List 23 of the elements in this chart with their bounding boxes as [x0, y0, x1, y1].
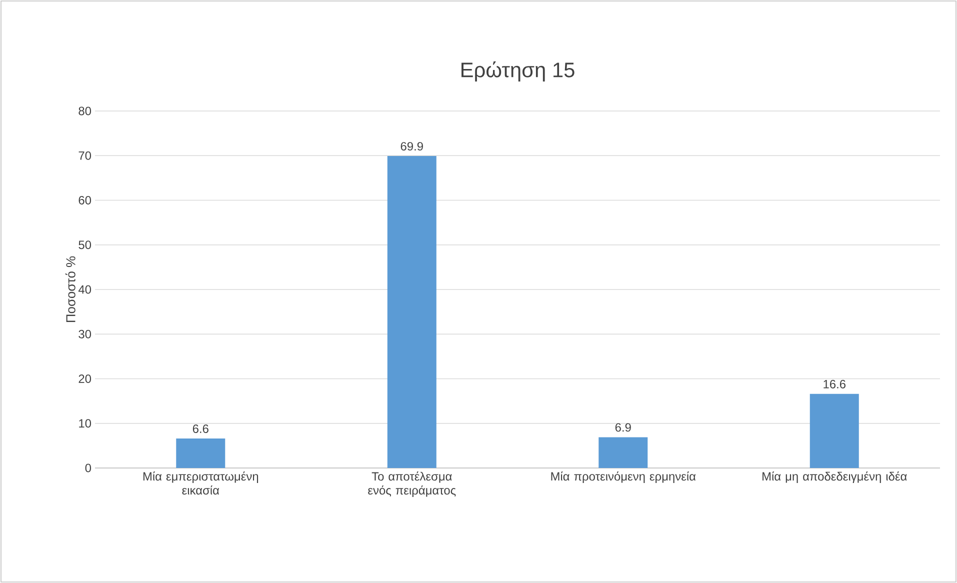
x-tick-label: Μία προτεινόμενη ερμηνεία [551, 472, 696, 483]
y-tick-label: 40 [78, 285, 92, 294]
x-tick-label: Το αποτέλεσμα ενός πειράματος [368, 472, 456, 497]
bar [810, 394, 859, 468]
y-tick-label: 0 [85, 464, 92, 472]
bar [598, 437, 648, 468]
data-label: 6.9 [615, 423, 631, 432]
data-label: 6.6 [192, 424, 208, 434]
y-tick-label: 60 [78, 196, 92, 204]
data-label: 69.9 [400, 142, 423, 151]
y-tick-label: 70 [78, 151, 92, 160]
y-tick-label: 10 [79, 419, 92, 428]
y-tick-label: 20 [78, 374, 92, 383]
x-tick-label: Μία μη αποδεδειγμένη ιδέα [762, 472, 907, 483]
bar [387, 156, 436, 468]
bar [176, 438, 226, 468]
y-tick-label: 50 [78, 240, 92, 250]
y-tick-label: 80 [78, 106, 92, 116]
y-axis-title: Ποσοστό % [65, 256, 76, 322]
chart-title: Ερώτηση 15 [462, 61, 574, 82]
y-tick-label: 30 [78, 330, 92, 338]
x-tick-label: Μία εμπεριστατωμένη εικασία [143, 472, 258, 495]
data-label: 16.6 [824, 380, 846, 388]
